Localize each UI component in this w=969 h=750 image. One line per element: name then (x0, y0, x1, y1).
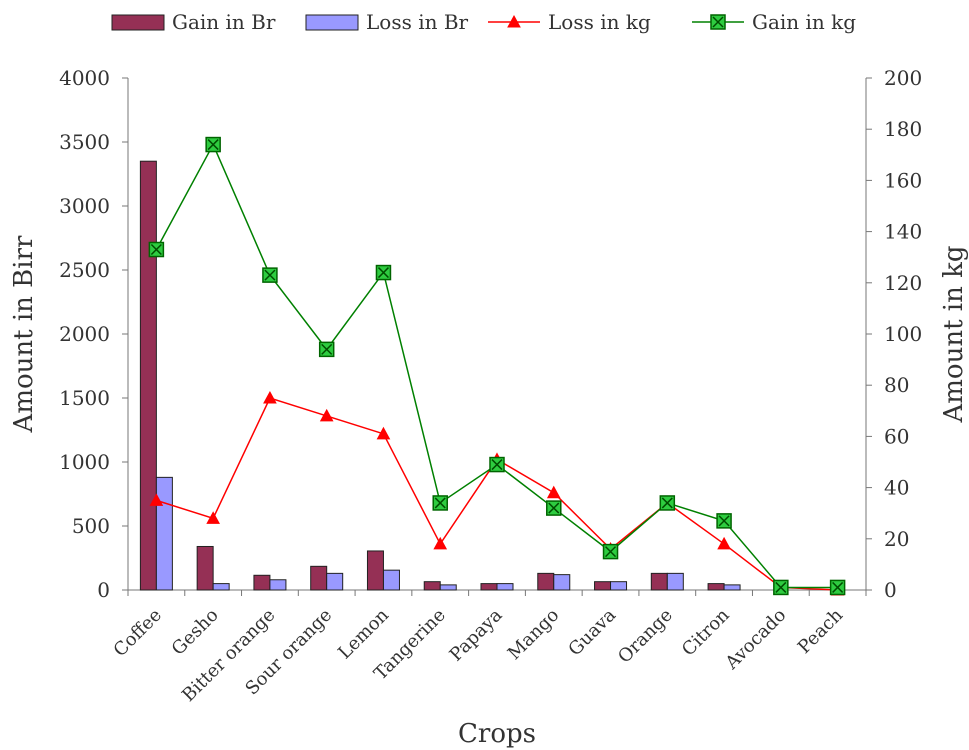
x-tick-label: Peach (794, 604, 848, 658)
legend-label: Gain in kg (752, 10, 856, 34)
y2-tick-label: 100 (884, 322, 922, 346)
bar-gain-in-br (310, 565, 328, 591)
legend-item-loss-in-br: Loss in Br (305, 10, 469, 34)
y-tick-label: 500 (72, 514, 110, 538)
left-axis-ticks: 0 500 1000 1500 2000 2500 3000 3500 4000 (59, 66, 128, 602)
legend-item-loss-in-kg: Loss in kg (488, 10, 651, 34)
y-tick-label: 4000 (59, 66, 110, 90)
y2-tick-label: 160 (884, 168, 922, 192)
x-tick-label: Mango (504, 605, 563, 664)
marker-gain-in-kg (546, 500, 562, 516)
bar-gain-in-br (253, 574, 271, 591)
x-tick-label: Orange (614, 605, 677, 668)
legend-marker (710, 14, 726, 30)
line-gain-in-kg (155, 142, 838, 589)
x-tick-label: Papaya (446, 605, 507, 666)
y-tick-label: 1000 (59, 450, 110, 474)
x-tick-label: Gesho (168, 605, 223, 660)
legend-item-gain-in-br: Gain in Br (111, 10, 276, 34)
bar-loss-in-br (155, 476, 173, 591)
lines (148, 136, 846, 596)
y2-tick-label: 80 (884, 373, 909, 397)
y2-tick-label: 0 (884, 578, 897, 602)
bar-loss-in-br (496, 583, 514, 591)
right-axis-ticks: 0 20 40 60 80 100 120 140 160 180 200 (866, 66, 922, 602)
y-tick-label: 1500 (59, 386, 110, 410)
marker-gain-in-kg (148, 241, 165, 258)
legend-item-gain-in-kg: Gain in kg (692, 10, 856, 34)
line-loss-in-kg (156, 397, 838, 591)
marker-gain-in-kg (829, 579, 846, 596)
bar-gain-in-br (139, 160, 157, 591)
legend-swatch (305, 14, 359, 31)
bar-gain-in-br (366, 550, 384, 591)
x-axis-title: Crops (458, 719, 536, 749)
marker-gain-in-kg (716, 513, 732, 529)
bar-loss-in-br (382, 569, 400, 591)
bar-loss-in-br (723, 584, 741, 591)
x-tick-label: Avocado (721, 605, 791, 675)
bar-loss-in-br (610, 581, 628, 591)
marker-gain-in-kg (205, 136, 221, 153)
bar-loss-in-br (553, 574, 571, 591)
marker-gain-in-kg (375, 264, 392, 281)
y-axis-title: Amount in Birr (9, 235, 39, 433)
bar-loss-in-br (666, 572, 684, 591)
marker-gain-in-kg (773, 579, 789, 596)
bar-loss-in-br (439, 584, 457, 591)
marker-loss-in-kg (717, 536, 731, 550)
bar-gain-in-br (423, 581, 441, 591)
y2-tick-label: 120 (884, 271, 922, 295)
bar-gain-in-br (707, 583, 725, 591)
bar-gain-in-br (480, 583, 498, 591)
y-tick-label: 2000 (59, 322, 110, 346)
y-tick-label: 2500 (59, 258, 110, 282)
marker-gain-in-kg (602, 543, 619, 560)
y2-tick-label: 60 (884, 424, 909, 448)
y2-tick-label: 20 (884, 527, 909, 551)
legend-label: Loss in kg (548, 10, 651, 34)
x-tick-label: Coffee (110, 605, 166, 661)
y2-tick-label: 200 (884, 66, 922, 90)
marker-loss-in-kg (319, 408, 334, 422)
marker-gain-in-kg (318, 341, 335, 358)
marker-loss-in-kg (206, 511, 220, 524)
marker-gain-in-kg (659, 495, 676, 511)
bar-loss-in-br (212, 583, 230, 591)
marker-loss-in-kg (149, 493, 164, 506)
y2-tick-label: 40 (884, 476, 909, 500)
bar-gain-in-br (537, 572, 555, 591)
marker-loss-in-kg (263, 390, 277, 404)
marker-loss-in-kg (546, 485, 561, 499)
bar-gain-in-br (650, 572, 668, 591)
marker-gain-in-kg (432, 495, 448, 511)
marker-gain-in-kg (489, 456, 505, 473)
y2-tick-label: 140 (884, 220, 922, 244)
legend-marker (507, 14, 521, 28)
bar-gain-in-br (196, 545, 214, 591)
bar-gain-in-br (594, 581, 612, 591)
x-tick-label: Citron (678, 604, 734, 660)
bar-loss-in-br (269, 579, 287, 591)
legend-label: Loss in Br (366, 10, 469, 34)
x-tick-label: Guava (564, 605, 620, 661)
marker-gain-in-kg (262, 267, 278, 283)
y-tick-label: 3000 (59, 194, 110, 218)
legend: Gain in Br Loss in Br Loss in kg Gain in kg (111, 10, 856, 34)
marker-loss-in-kg (376, 426, 391, 440)
y2-tick-label: 180 (884, 117, 922, 141)
y2-axis-title: Amount in kg (939, 245, 969, 423)
bar-loss-in-br (326, 572, 344, 591)
legend-label: Gain in Br (172, 10, 276, 34)
legend-swatch (111, 14, 165, 31)
y-tick-label: 3500 (59, 130, 110, 154)
axes (127, 78, 867, 591)
bars (139, 160, 741, 591)
marker-loss-in-kg (433, 536, 448, 550)
y-tick-label: 0 (97, 578, 110, 602)
